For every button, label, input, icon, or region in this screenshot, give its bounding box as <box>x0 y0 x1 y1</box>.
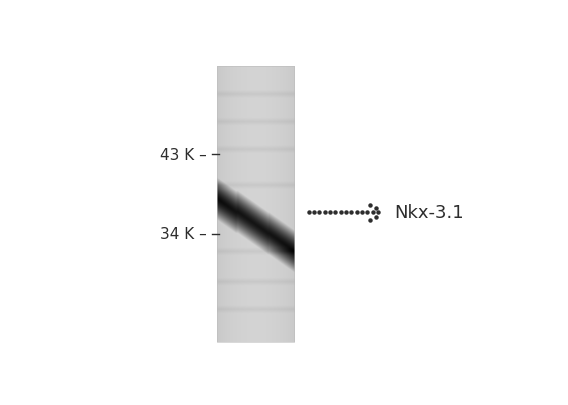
Text: 43 K –: 43 K – <box>160 147 206 162</box>
Text: 34 K –: 34 K – <box>160 227 206 242</box>
Bar <box>218 67 294 342</box>
Text: Nkx-3.1: Nkx-3.1 <box>395 204 464 222</box>
